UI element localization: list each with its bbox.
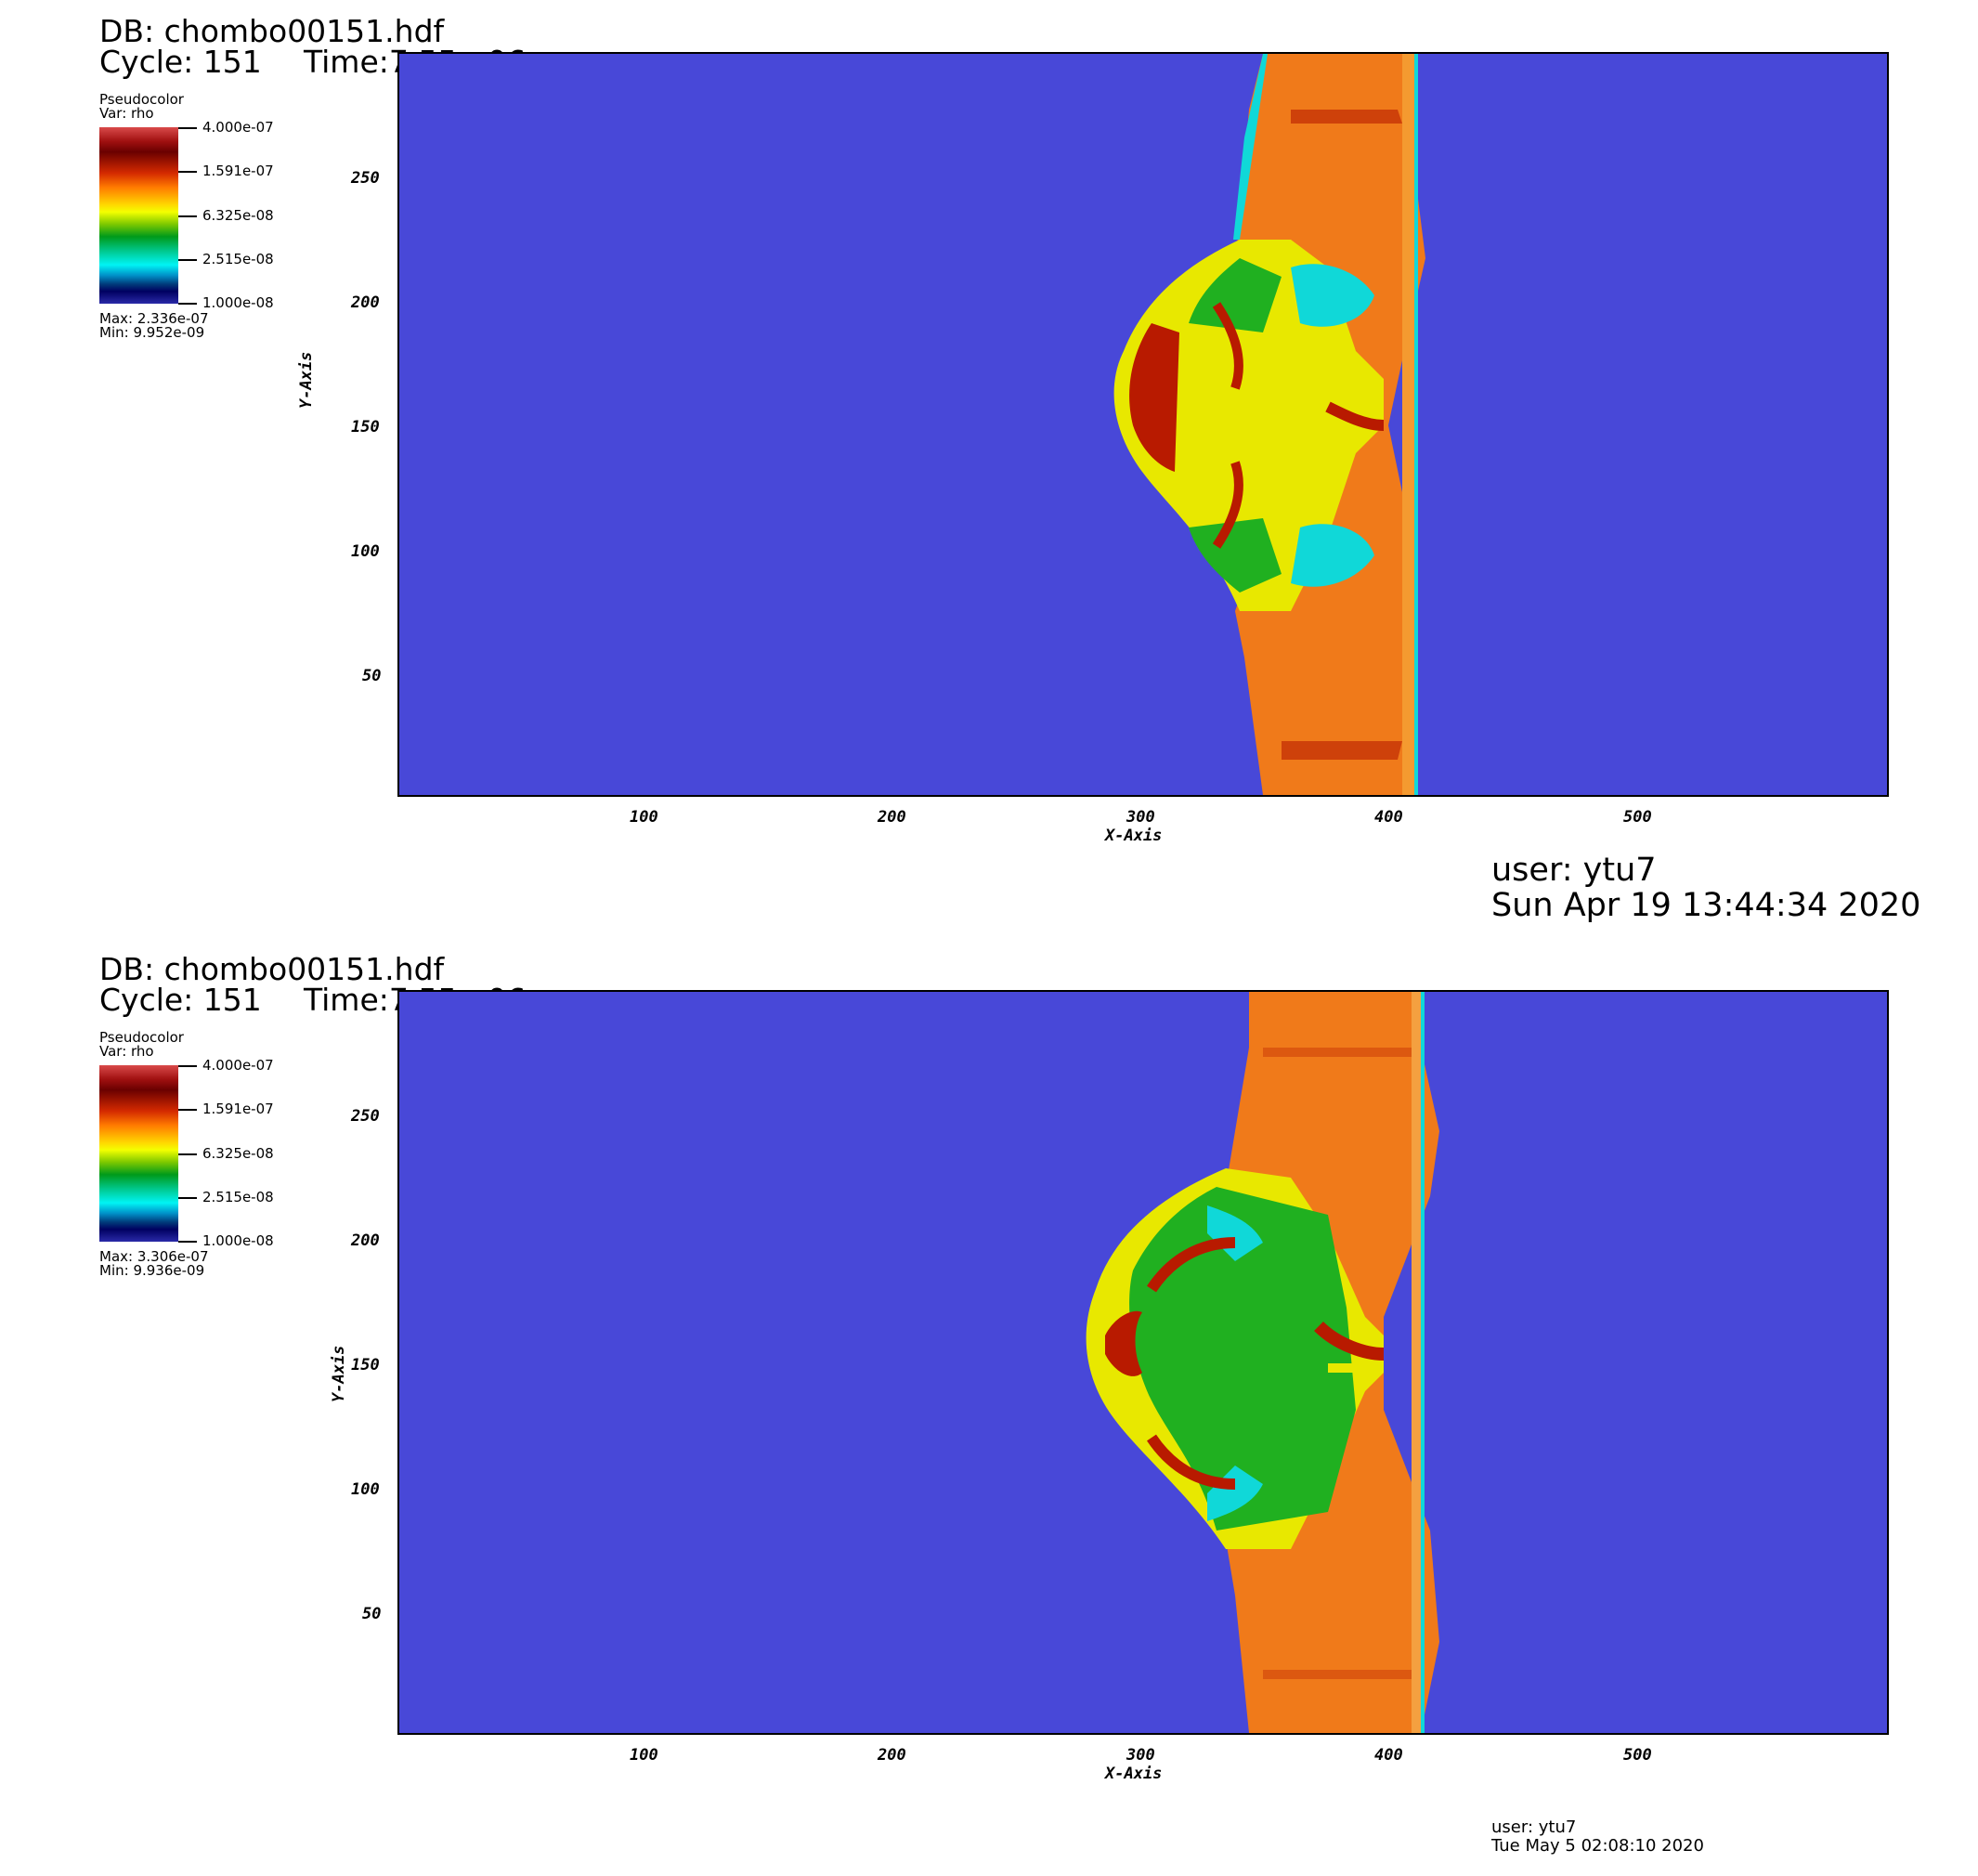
colorbar (99, 127, 178, 304)
cycle-label: Cycle: 151 (99, 44, 262, 80)
plot-window-1: DB: chombo00151.hdf Cycle: 151 Time:7.55… (99, 13, 1921, 924)
user-label: user: ytu7 (1491, 852, 1657, 889)
legend-min: Min: 9.936e-09 (99, 1262, 205, 1279)
x-tick-label: 500 (1623, 808, 1652, 827)
colorbar-tick (178, 1109, 197, 1111)
x-tick-label: 300 (1126, 1746, 1155, 1765)
x-tick-label: 100 (630, 1746, 658, 1765)
x-tick-label: 400 (1374, 1746, 1403, 1765)
y-tick-label: 50 (362, 1605, 382, 1623)
density-field-plot (397, 990, 1889, 1735)
x-tick-label: 200 (878, 808, 906, 827)
colorbar-label: 1.000e-08 (202, 1232, 274, 1249)
x-axis-label: X-Axis (1105, 827, 1163, 845)
x-tick-label: 200 (878, 1746, 906, 1765)
y-axis-label: Y-Axis (330, 1345, 348, 1402)
colorbar-tick (178, 303, 197, 305)
colorbar-label: 6.325e-08 (202, 207, 274, 224)
x-tick-label: 300 (1126, 808, 1155, 827)
y-tick-label: 50 (362, 667, 382, 685)
plot-window-2: DB: chombo00151.hdf Cycle: 151 Time:7.55… (0, 938, 1978, 1876)
cycle-label: Cycle: 151 (99, 982, 262, 1018)
x-tick-label: 400 (1374, 808, 1403, 827)
legend-max: Max: 2.336e-07 (99, 310, 209, 327)
density-field-plot (397, 52, 1889, 797)
colorbar-label: 2.515e-08 (202, 1189, 274, 1205)
colorbar-tick (178, 1065, 197, 1067)
database-title: DB: chombo00151.hdf (99, 951, 445, 987)
colorbar-label: 1.591e-07 (202, 1101, 274, 1117)
y-tick-label: 150 (351, 418, 380, 436)
colorbar-tick (178, 127, 197, 129)
legend-min: Min: 9.952e-09 (99, 324, 205, 341)
user-label: user: ytu7 (1491, 1817, 1577, 1837)
colorbar-label: 2.515e-08 (202, 251, 274, 267)
y-tick-label: 250 (351, 169, 380, 188)
pseudocolor-legend: Pseudocolor Var: rho 4.000e-07 1.591e-07… (99, 1031, 313, 1291)
y-tick-label: 200 (351, 1231, 380, 1250)
colorbar-label: 6.325e-08 (202, 1145, 274, 1162)
legend-plot-type: Pseudocolor (99, 1029, 184, 1046)
y-tick-label: 250 (351, 1107, 380, 1126)
y-tick-label: 150 (351, 1356, 380, 1374)
date-label: Tue May 5 02:08:10 2020 (1491, 1836, 1704, 1856)
colorbar-label: 4.000e-07 (202, 1057, 274, 1074)
density-field-image (1086, 992, 1439, 1733)
y-tick-label: 200 (351, 293, 380, 312)
y-tick-label: 100 (351, 542, 380, 561)
x-tick-label: 500 (1623, 1746, 1652, 1765)
colorbar-tick (178, 171, 197, 173)
legend-variable: Var: rho (99, 105, 154, 122)
y-axis-label: Y-Axis (297, 351, 316, 409)
database-title: DB: chombo00151.hdf (99, 13, 445, 49)
legend-variable: Var: rho (99, 1043, 154, 1060)
colorbar-label: 4.000e-07 (202, 119, 274, 136)
colorbar-tick (178, 1153, 197, 1155)
legend-max: Max: 3.306e-07 (99, 1248, 209, 1265)
colorbar-label: 1.591e-07 (202, 163, 274, 179)
colorbar-tick (178, 259, 197, 261)
colorbar-tick (178, 215, 197, 217)
x-tick-label: 100 (630, 808, 658, 827)
x-axis-label: X-Axis (1105, 1765, 1163, 1783)
date-label: Sun Apr 19 13:44:34 2020 (1491, 887, 1921, 924)
legend-plot-type: Pseudocolor (99, 91, 184, 108)
y-tick-label: 100 (351, 1480, 380, 1499)
pseudocolor-legend: Pseudocolor Var: rho 4.000e-07 1.591e-07… (99, 93, 313, 353)
colorbar-label: 1.000e-08 (202, 294, 274, 311)
colorbar-tick (178, 1197, 197, 1199)
colorbar-tick (178, 1241, 197, 1243)
density-field-image (1113, 54, 1425, 795)
colorbar (99, 1065, 178, 1242)
